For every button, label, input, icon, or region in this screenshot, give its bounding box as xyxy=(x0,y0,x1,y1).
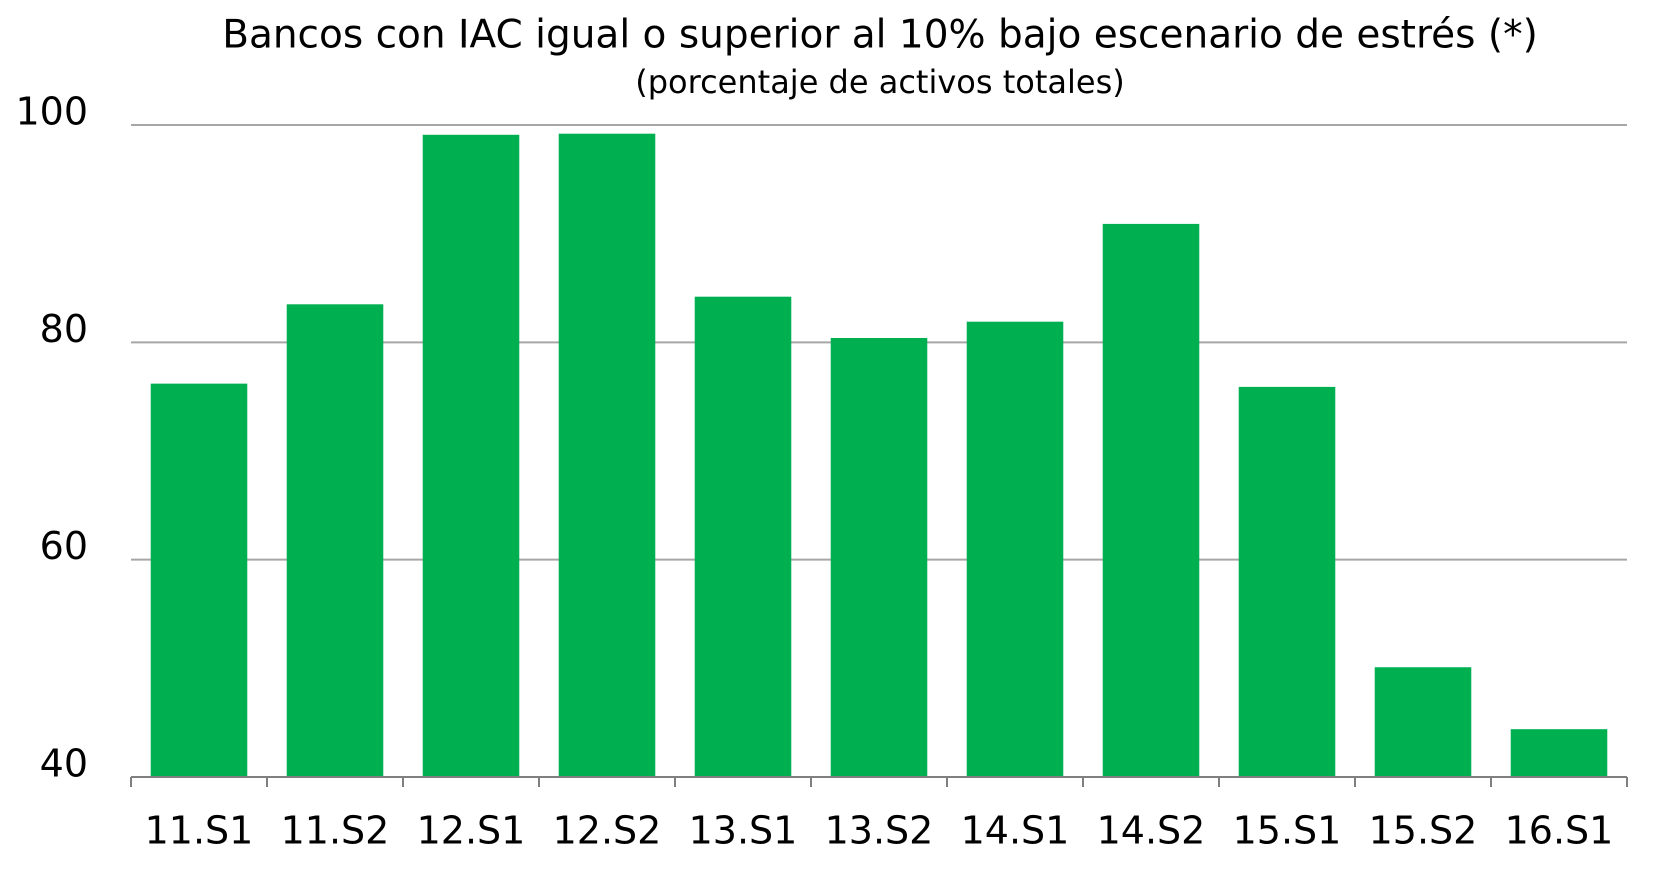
x-tick-label: 12.S1 xyxy=(417,809,526,853)
y-tick-label: 60 xyxy=(40,524,88,568)
x-tick-label: 16.S1 xyxy=(1505,809,1614,853)
x-tick-label: 13.S2 xyxy=(825,809,934,853)
chart-title: Bancos con IAC igual o superior al 10% b… xyxy=(222,13,1538,58)
bar xyxy=(422,134,520,777)
bar xyxy=(830,337,928,777)
bar xyxy=(1238,386,1336,777)
bar xyxy=(150,383,248,777)
y-tick-label: 100 xyxy=(15,90,88,134)
y-tick-label: 80 xyxy=(40,307,88,351)
x-tick-label: 14.S2 xyxy=(1097,809,1206,853)
x-tick-label: 12.S2 xyxy=(553,809,662,853)
bar xyxy=(1374,667,1472,777)
y-tick-label: 40 xyxy=(40,742,88,786)
x-tick-label: 11.S1 xyxy=(145,809,254,853)
x-tick-label: 15.S1 xyxy=(1233,809,1342,853)
x-tick-label: 15.S2 xyxy=(1369,809,1478,853)
bar xyxy=(558,133,656,777)
bar xyxy=(966,321,1064,777)
bar xyxy=(1102,223,1200,778)
bar xyxy=(1510,729,1608,777)
bar xyxy=(694,296,792,777)
bar xyxy=(286,304,384,777)
x-tick-label: 11.S2 xyxy=(281,809,390,853)
x-tick-label: 14.S1 xyxy=(961,809,1070,853)
x-tick-label: 13.S1 xyxy=(689,809,798,853)
chart-subtitle: (porcentaje de activos totales) xyxy=(635,63,1124,101)
